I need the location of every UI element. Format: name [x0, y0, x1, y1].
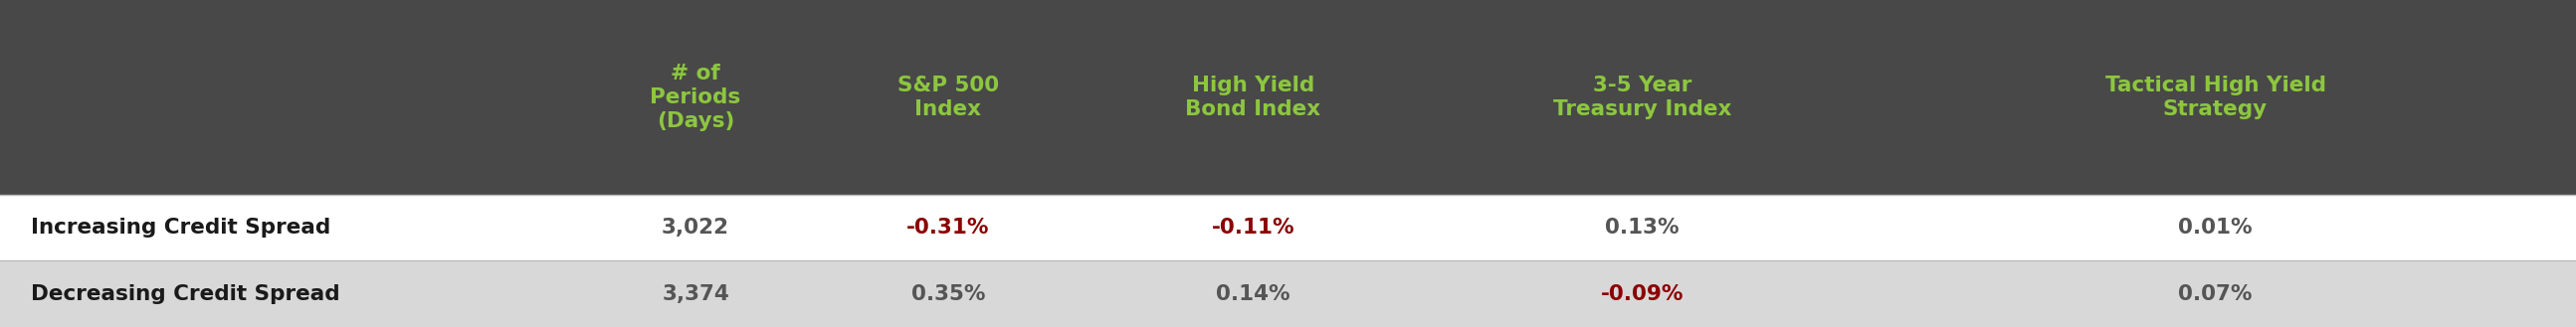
Text: 0.13%: 0.13%: [1605, 218, 1680, 238]
Text: Tactical High Yield
Strategy: Tactical High Yield Strategy: [2105, 76, 2326, 119]
Text: 3-5 Year
Treasury Index: 3-5 Year Treasury Index: [1553, 76, 1731, 119]
Text: Increasing Credit Spread: Increasing Credit Spread: [31, 218, 330, 238]
Text: -0.31%: -0.31%: [907, 218, 989, 238]
Text: 0.35%: 0.35%: [912, 284, 984, 304]
Bar: [0, 195, 2576, 261]
Bar: [0, 0, 2576, 195]
Text: # of
Periods
(Days): # of Periods (Days): [649, 63, 742, 131]
Text: 3,374: 3,374: [662, 284, 729, 304]
Text: 0.07%: 0.07%: [2179, 284, 2251, 304]
Text: 3,022: 3,022: [662, 218, 729, 238]
Text: S&P 500
Index: S&P 500 Index: [896, 76, 999, 119]
Text: -0.09%: -0.09%: [1600, 284, 1685, 304]
Text: High Yield
Bond Index: High Yield Bond Index: [1185, 76, 1321, 119]
Bar: [0, 261, 2576, 327]
Text: Decreasing Credit Spread: Decreasing Credit Spread: [31, 284, 340, 304]
Text: -0.11%: -0.11%: [1211, 218, 1296, 238]
Text: 0.14%: 0.14%: [1216, 284, 1291, 304]
Text: 0.01%: 0.01%: [2179, 218, 2251, 238]
